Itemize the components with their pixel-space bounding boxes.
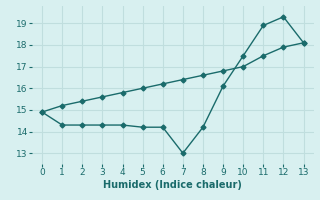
X-axis label: Humidex (Indice chaleur): Humidex (Indice chaleur) [103,180,242,190]
